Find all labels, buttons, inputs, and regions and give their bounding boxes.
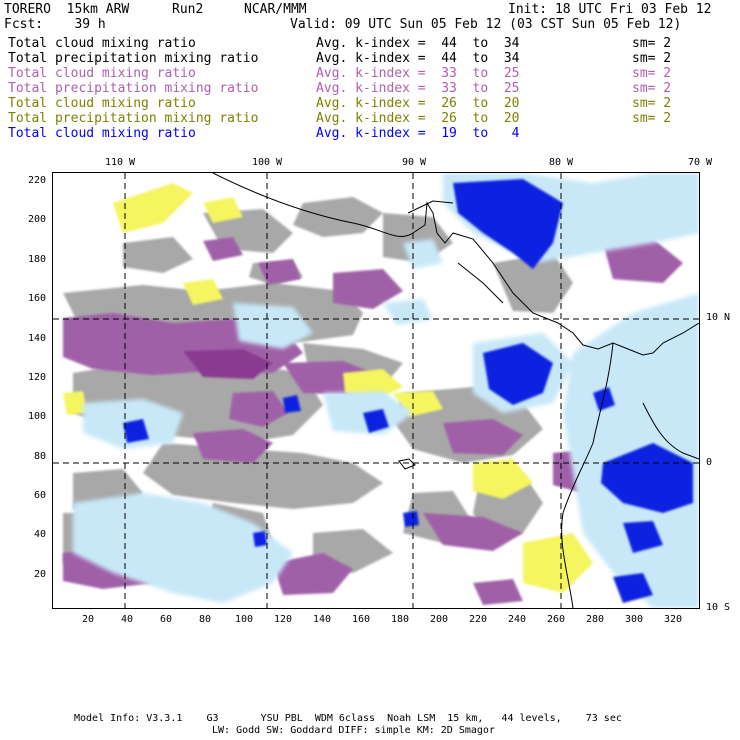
x-tick: 220 xyxy=(468,614,488,625)
lat-label-10n: 10 N xyxy=(706,312,731,323)
y-tick: 80 xyxy=(33,451,46,462)
legend-sm: sm= 2 xyxy=(632,36,672,51)
x-tick: 60 xyxy=(159,614,173,625)
y-tick: 160 xyxy=(27,293,46,304)
x-tick: 280 xyxy=(585,614,605,625)
legend-field: Total precipitation mixing ratio xyxy=(8,51,259,66)
model-title: TORERO 15km ARW xyxy=(4,2,130,17)
y-tick: 140 xyxy=(27,333,46,344)
forecast-hour: Fcst: 39 h xyxy=(4,17,106,32)
y-tick: 60 xyxy=(33,490,46,501)
legend-sm: sm= 2 xyxy=(632,51,672,66)
legend-stat: Avg. k-index = 44 to 34 xyxy=(316,36,520,51)
legend-sm: sm= 2 xyxy=(632,81,672,96)
y-tick: 200 xyxy=(27,214,46,225)
x-tick: 80 xyxy=(198,614,212,625)
legend-stat: Avg. k-index = 19 to 4 xyxy=(316,126,520,141)
legend-stat: Avg. k-index = 26 to 20 xyxy=(316,111,520,126)
latlon-grid xyxy=(53,173,699,608)
legend-field: Total cloud mixing ratio xyxy=(8,66,196,81)
x-tick: 200 xyxy=(429,614,449,625)
x-tick: 20 xyxy=(81,614,95,625)
lon-label-110w: 110 W xyxy=(104,157,136,168)
valid-time: Valid: 09 UTC Sun 05 Feb 12 (03 CST Sun … xyxy=(290,17,682,32)
coastline xyxy=(212,173,699,608)
legend-sm: sm= 2 xyxy=(632,66,672,81)
blue-cloud-field xyxy=(123,179,693,603)
x-tick: 180 xyxy=(390,614,410,625)
x-tick: 40 xyxy=(120,614,134,625)
physics-info: LW: Godd SW: Goddard DIFF: simple KM: 2D… xyxy=(212,725,495,736)
x-tick: 120 xyxy=(273,614,293,625)
run-label: Run2 xyxy=(172,2,204,17)
x-tick: 140 xyxy=(312,614,332,625)
y-tick: 100 xyxy=(27,411,46,422)
x-tick: 300 xyxy=(624,614,644,625)
x-tick: 240 xyxy=(507,614,527,625)
x-tick: 160 xyxy=(351,614,371,625)
lon-label-100w: 100 W xyxy=(251,157,283,168)
y-tick: 20 xyxy=(33,569,46,580)
init-time: Init: 18 UTC Fri 03 Feb 12 xyxy=(508,2,712,17)
y-tick: 40 xyxy=(33,529,46,540)
legend-sm: sm= 2 xyxy=(632,111,672,126)
legend-field: Total cloud mixing ratio xyxy=(8,96,196,111)
lat-label-10s: 10 S xyxy=(706,602,731,613)
y-tick: 120 xyxy=(27,372,46,383)
y-tick: 220 xyxy=(27,175,46,186)
x-tick: 320 xyxy=(663,614,683,625)
legend-field: Total cloud mixing ratio xyxy=(8,36,196,51)
model-info: Model Info: V3.3.1 G3 YSU PBL WDM 6class… xyxy=(74,713,622,724)
lat-label-equator: 0 xyxy=(706,457,713,468)
legend-stat: Avg. k-index = 33 to 25 xyxy=(316,66,520,81)
legend-field: Total precipitation mixing ratio xyxy=(8,111,259,126)
x-tick: 100 xyxy=(234,614,254,625)
lon-label-90w: 90 W xyxy=(401,157,427,168)
legend-stat: Avg. k-index = 33 to 25 xyxy=(316,81,520,96)
map-canvas xyxy=(53,173,699,608)
legend-stat: Avg. k-index = 26 to 20 xyxy=(316,96,520,111)
legend-field: Total cloud mixing ratio xyxy=(8,126,196,141)
y-tick: 180 xyxy=(27,254,46,265)
legend-sm: sm= 2 xyxy=(632,96,672,111)
legend-stat: Avg. k-index = 44 to 34 xyxy=(316,51,520,66)
lon-label-70w: 70 W xyxy=(687,157,713,168)
legend-field: Total precipitation mixing ratio xyxy=(8,81,259,96)
lon-label-80w: 80 W xyxy=(548,157,574,168)
org-label: NCAR/MMM xyxy=(244,2,307,17)
map-panel xyxy=(52,172,700,609)
x-tick: 260 xyxy=(546,614,566,625)
